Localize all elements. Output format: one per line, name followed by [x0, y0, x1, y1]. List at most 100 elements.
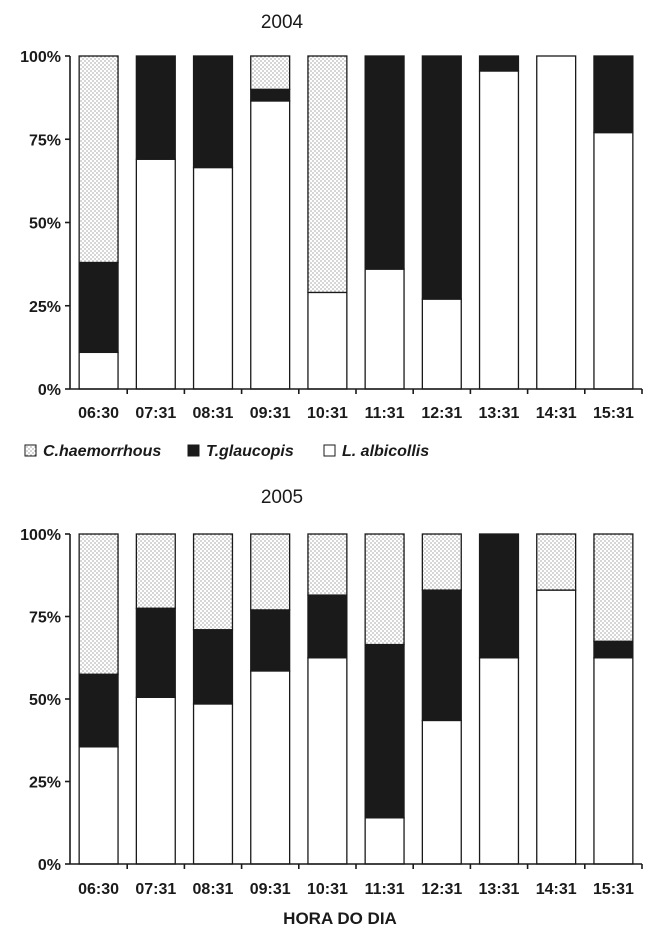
- bar-l-albicollis-0731: [135, 158, 176, 390]
- x-tick-label: 06:30: [78, 405, 119, 422]
- bar-c-haemorrhous-1231: [421, 533, 462, 591]
- legend-label: L. albicollis: [342, 443, 429, 460]
- bar-l-albicollis-1131: [364, 817, 405, 865]
- bar-t-glaucopis-1131: [364, 643, 405, 819]
- bar-c-haemorrhous-1431: [536, 533, 577, 591]
- bar-c-haemorrhous-0831: [192, 533, 234, 631]
- x-tick-label: 08:31: [193, 881, 234, 898]
- bar-t-glaucopis-0931: [250, 88, 291, 102]
- x-tick-label: 10:31: [307, 405, 348, 422]
- x-axis-label: HORA DO DIA: [283, 909, 397, 928]
- legend-label: C.haemorrhous: [43, 443, 161, 460]
- bar-t-glaucopis-1531: [593, 640, 634, 659]
- bar-c-haemorrhous-1531: [593, 533, 634, 642]
- y-tick-label: 25%: [29, 775, 61, 792]
- bar-l-albicollis-0630: [78, 746, 119, 865]
- bar-c-haemorrhous-1031: [307, 55, 348, 294]
- bars-group: [78, 55, 634, 390]
- bar-l-albicollis-1131: [364, 268, 405, 390]
- bar-l-albicollis-1331: [478, 70, 520, 390]
- legend-item-l-albicollis: L. albicollis: [323, 443, 429, 460]
- bars-group: [78, 533, 634, 865]
- x-ticks: 06:30 07:31 08:31 09:31 10:31 11:31 12:31 13:31…: [78, 389, 643, 422]
- legend-swatch-black: [187, 444, 200, 457]
- chart-title: 2005: [261, 487, 303, 508]
- bar-l-albicollis-1031: [307, 291, 348, 390]
- x-tick-label: 09:31: [250, 405, 291, 422]
- bar-c-haemorrhous-0931: [250, 533, 291, 611]
- y-ticks: 0% 25% 50% 75% 100%: [20, 527, 70, 874]
- y-tick-label: 0%: [38, 857, 61, 874]
- bar-t-glaucopis-1231: [421, 55, 462, 300]
- chart-2004: 2004 0% 25% 50% 75% 100% 06:30 07:31 08:31 09:3…: [20, 12, 643, 422]
- x-tick-label: 12:31: [421, 881, 462, 898]
- bar-t-glaucopis-1231: [421, 589, 462, 722]
- legend-item-c-haemorrhous: C.haemorrhous: [24, 443, 161, 460]
- bar-c-haemorrhous-0731: [135, 533, 176, 609]
- bar-c-haemorrhous-1131: [364, 533, 405, 646]
- bar-l-albicollis-0931: [250, 670, 291, 865]
- y-tick-label: 50%: [29, 692, 61, 709]
- x-ticks: 06:30 07:31 08:31 09:31 10:31 11:31 12:31 13:31…: [78, 864, 643, 898]
- y-tick-label: 100%: [20, 49, 61, 66]
- x-tick-label: 10:31: [307, 881, 348, 898]
- x-tick-label: 15:31: [593, 881, 634, 898]
- y-tick-label: 75%: [29, 132, 61, 149]
- x-tick-label: 11:31: [365, 405, 405, 422]
- legend: C.haemorrhous T.glaucopis L. albicollis: [24, 443, 429, 460]
- x-tick-label: 08:31: [193, 405, 234, 422]
- legend-swatch-white: [323, 444, 336, 457]
- x-tick-label: 09:31: [250, 881, 291, 898]
- y-tick-label: 100%: [20, 527, 61, 544]
- bar-t-glaucopis-0931: [250, 609, 291, 672]
- bar-l-albicollis-1031: [307, 657, 348, 865]
- y-tick-label: 50%: [29, 216, 61, 233]
- bar-t-glaucopis-0630: [78, 673, 119, 748]
- bar-c-haemorrhous-0630: [78, 533, 119, 675]
- bar-t-glaucopis-1331: [478, 533, 520, 659]
- bar-l-albicollis-1431: [536, 589, 577, 865]
- x-tick-label: 07:31: [135, 405, 176, 422]
- bar-l-albicollis-0831: [192, 703, 234, 865]
- bar-l-albicollis-0630: [78, 351, 119, 390]
- bar-t-glaucopis-0630: [78, 261, 119, 354]
- bar-l-albicollis-1331: [478, 657, 520, 865]
- bar-t-glaucopis-0731: [135, 607, 176, 698]
- x-tick-label: 07:31: [135, 881, 176, 898]
- x-tick-label: 14:31: [536, 405, 577, 422]
- bar-t-glaucopis-0831: [192, 629, 234, 705]
- x-tick-label: 13:31: [479, 405, 520, 422]
- y-tick-label: 75%: [29, 610, 61, 627]
- chart-title: 2004: [261, 12, 304, 33]
- x-tick-label: 15:31: [593, 405, 634, 422]
- chart-2005: 2005 0% 25% 50% 75% 100% 06:30 07:31 08:31 09:3…: [20, 487, 643, 928]
- x-tick-label: 06:30: [78, 881, 119, 898]
- bar-l-albicollis-0731: [135, 696, 176, 865]
- bar-t-glaucopis-1531: [593, 55, 634, 134]
- bar-l-albicollis-1531: [593, 131, 634, 390]
- x-tick-label: 11:31: [365, 881, 405, 898]
- bar-t-glaucopis-1331: [478, 55, 520, 72]
- bar-c-haemorrhous-0931: [250, 55, 291, 90]
- y-ticks: 0% 25% 50% 75% 100%: [20, 49, 70, 399]
- bar-l-albicollis-1531: [593, 657, 634, 865]
- legend-label: T.glaucopis: [206, 443, 294, 460]
- bar-l-albicollis-0831: [192, 166, 234, 390]
- bar-t-glaucopis-1031: [307, 594, 348, 659]
- x-tick-label: 13:31: [479, 881, 520, 898]
- bar-l-albicollis-1431: [536, 55, 577, 390]
- y-tick-label: 25%: [29, 299, 61, 316]
- x-tick-label: 14:31: [536, 881, 577, 898]
- legend-swatch-dotted: [24, 444, 37, 457]
- bar-c-haemorrhous-1031: [307, 533, 348, 596]
- bar-t-glaucopis-0731: [135, 55, 176, 160]
- bar-l-albicollis-1231: [421, 719, 462, 865]
- bar-t-glaucopis-0831: [192, 55, 234, 169]
- legend-item-t-glaucopis: T.glaucopis: [187, 443, 294, 460]
- bar-l-albicollis-1231: [421, 298, 462, 390]
- x-tick-label: 12:31: [421, 405, 462, 422]
- bar-c-haemorrhous-0630: [78, 55, 119, 264]
- y-tick-label: 0%: [38, 382, 61, 399]
- bar-t-glaucopis-1131: [364, 55, 405, 270]
